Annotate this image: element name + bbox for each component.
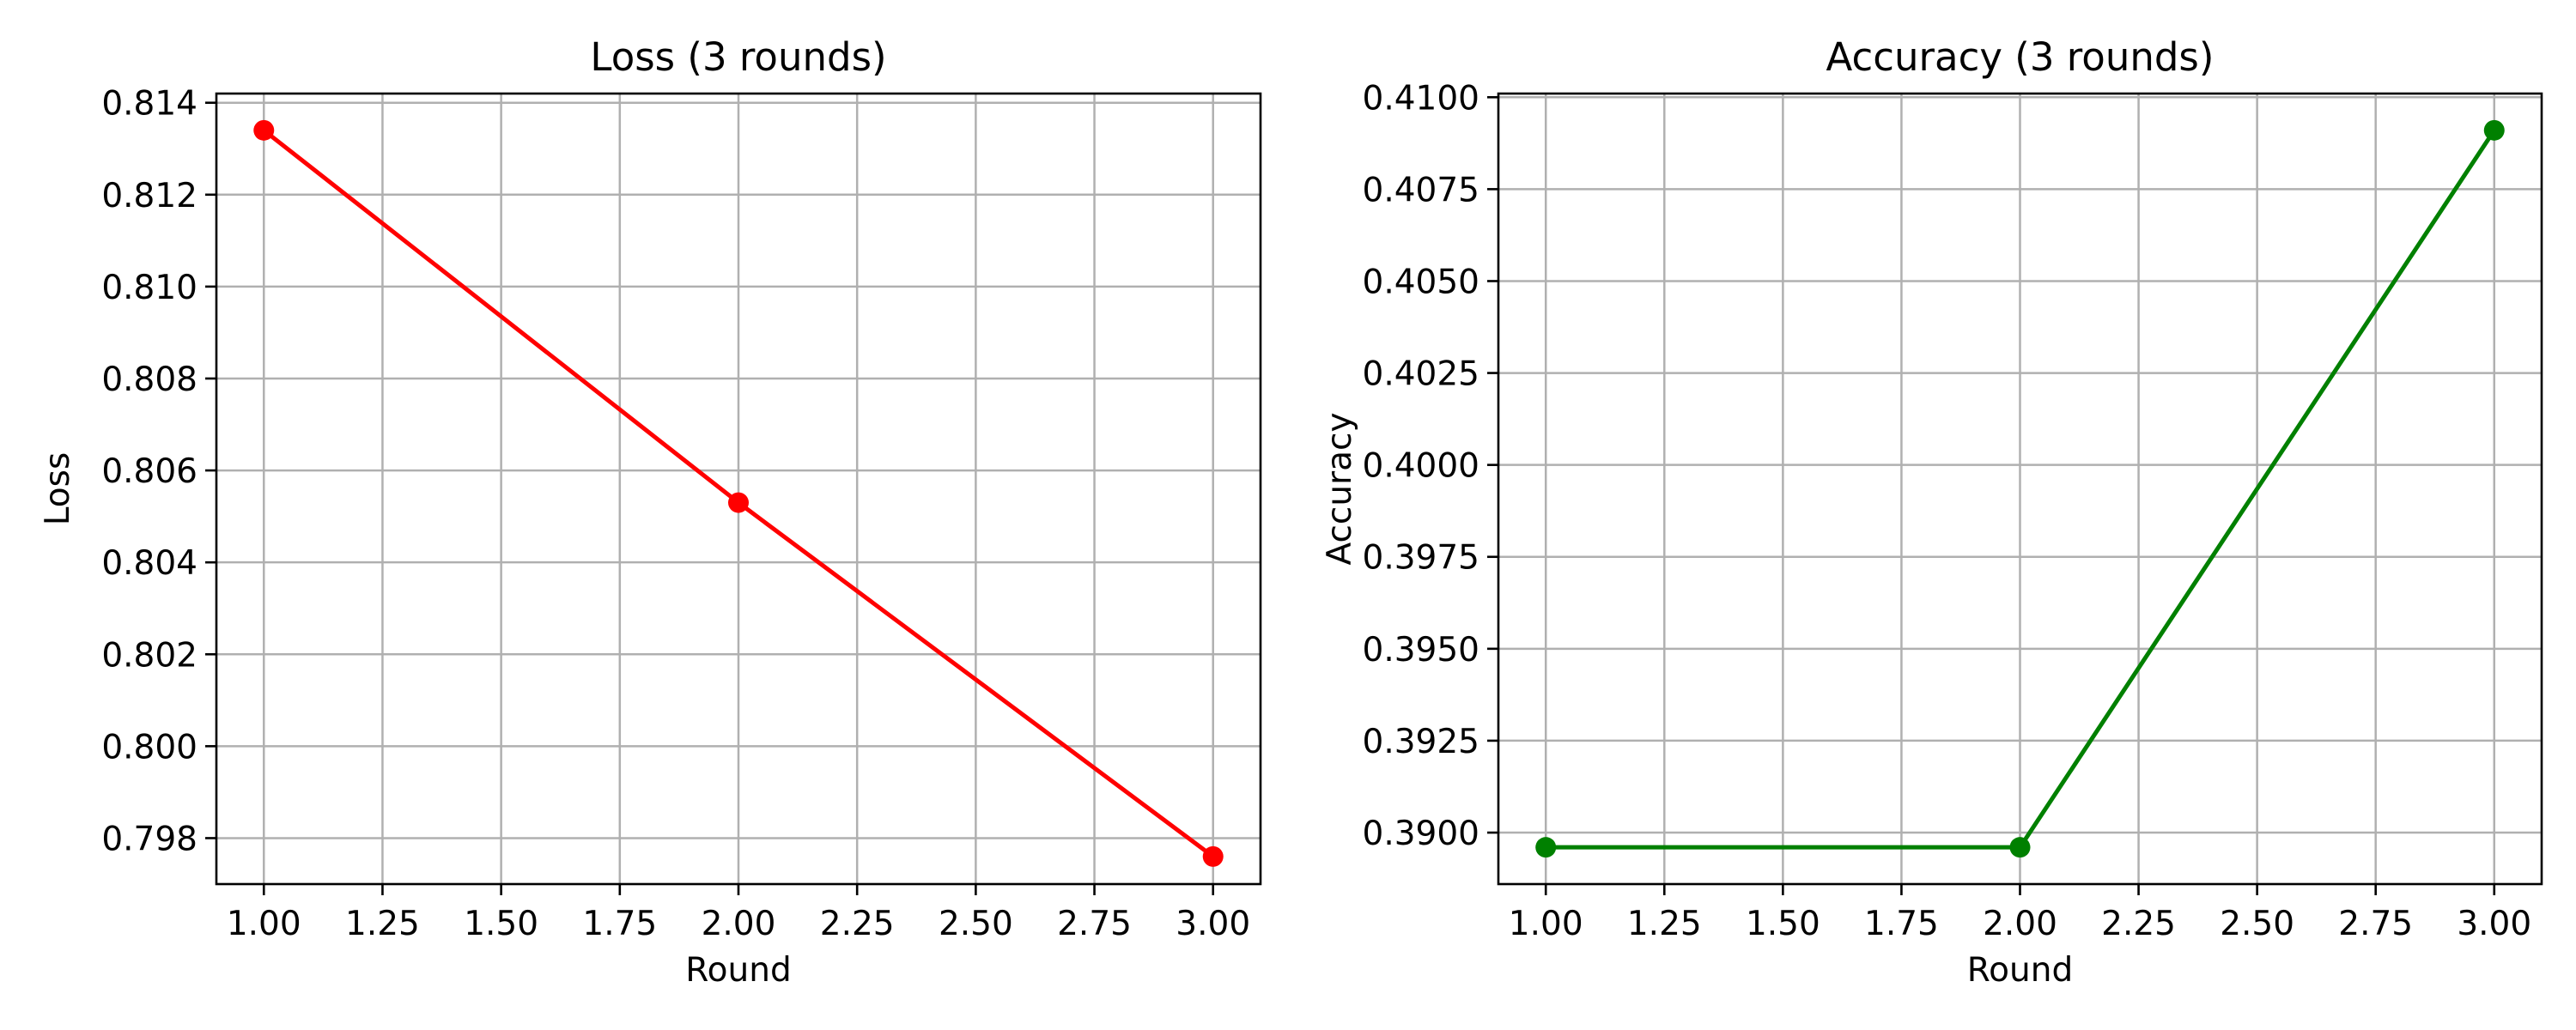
loss-data-point <box>1202 845 1224 867</box>
accuracy-y-tick-label: 0.4000 <box>1363 447 1479 486</box>
accuracy-x-axis-label: Round <box>1967 951 2073 990</box>
accuracy-x-tick-label: 1.25 <box>1627 905 1702 943</box>
loss-chart-title: Loss (3 rounds) <box>590 34 886 80</box>
loss-y-tick-label: 0.804 <box>101 544 197 583</box>
accuracy-y-tick-label: 0.4100 <box>1363 79 1479 118</box>
accuracy-x-tick-label: 2.00 <box>1983 905 2057 943</box>
accuracy-ticks: 1.00 1.25 1.50 1.75 2.00 2.25 2.50 2.75 3.00 0.39… <box>1363 79 2532 943</box>
loss-data-point <box>728 492 749 513</box>
loss-x-tick-label: 1.75 <box>582 905 657 943</box>
loss-y-tick-label: 0.798 <box>101 820 197 858</box>
accuracy-x-tick-label: 2.75 <box>2338 905 2413 943</box>
accuracy-x-tick-label: 2.25 <box>2101 905 2176 943</box>
accuracy-chart-panel: 1.00 1.25 1.50 1.75 2.00 2.25 2.50 2.75 3.00 0.39… <box>1321 34 2543 990</box>
loss-y-tick-label: 0.814 <box>101 85 197 124</box>
loss-x-tick-label: 2.50 <box>939 905 1013 943</box>
loss-x-tick-label: 1.25 <box>345 905 420 943</box>
loss-y-tick-label: 0.808 <box>101 360 197 399</box>
loss-grid <box>216 94 1261 884</box>
loss-y-tick-label: 0.800 <box>101 728 197 766</box>
accuracy-data-point <box>2483 119 2505 141</box>
loss-x-tick-label: 1.00 <box>227 905 301 943</box>
loss-x-tick-label: 2.75 <box>1057 905 1132 943</box>
loss-y-axis-label: Loss <box>39 452 77 526</box>
loss-x-tick-label: 3.00 <box>1176 905 1250 943</box>
loss-y-tick-label: 0.810 <box>101 269 197 307</box>
loss-chart-panel: 1.00 1.25 1.50 1.75 2.00 2.25 2.50 2.75 3.00 0.79… <box>39 34 1262 990</box>
accuracy-y-axis-label: Accuracy <box>1321 412 1359 565</box>
accuracy-data-point <box>2009 837 2031 858</box>
accuracy-y-tick-label: 0.3950 <box>1363 631 1479 670</box>
loss-ticks: 1.00 1.25 1.50 1.75 2.00 2.25 2.50 2.75 3.00 0.79… <box>101 85 1250 943</box>
accuracy-x-tick-label: 1.75 <box>1864 905 1939 943</box>
accuracy-y-tick-label: 0.4025 <box>1363 355 1479 394</box>
accuracy-x-tick-label: 3.00 <box>2457 905 2531 943</box>
accuracy-chart-title: Accuracy (3 rounds) <box>1826 34 2215 80</box>
accuracy-x-tick-label: 1.50 <box>1746 905 1820 943</box>
accuracy-y-tick-label: 0.3900 <box>1363 815 1479 853</box>
loss-x-tick-label: 2.25 <box>820 905 895 943</box>
loss-data-point <box>253 119 275 141</box>
loss-y-tick-label: 0.802 <box>101 636 197 675</box>
accuracy-series <box>1535 119 2505 858</box>
accuracy-y-tick-label: 0.3975 <box>1363 539 1479 578</box>
loss-x-axis-label: Round <box>685 951 791 990</box>
loss-y-tick-label: 0.806 <box>101 452 197 491</box>
loss-y-tick-label: 0.812 <box>101 177 197 215</box>
accuracy-data-point <box>1535 837 1557 858</box>
accuracy-y-tick-label: 0.3925 <box>1363 723 1479 761</box>
accuracy-y-tick-label: 0.4050 <box>1363 263 1479 301</box>
loss-x-tick-label: 2.00 <box>702 905 776 943</box>
loss-x-tick-label: 1.50 <box>464 905 538 943</box>
accuracy-x-tick-label: 2.50 <box>2220 905 2294 943</box>
accuracy-grid <box>1498 94 2542 884</box>
accuracy-y-tick-label: 0.4075 <box>1363 171 1479 209</box>
accuracy-x-tick-label: 1.00 <box>1509 905 1583 943</box>
loss-series <box>253 119 1224 867</box>
